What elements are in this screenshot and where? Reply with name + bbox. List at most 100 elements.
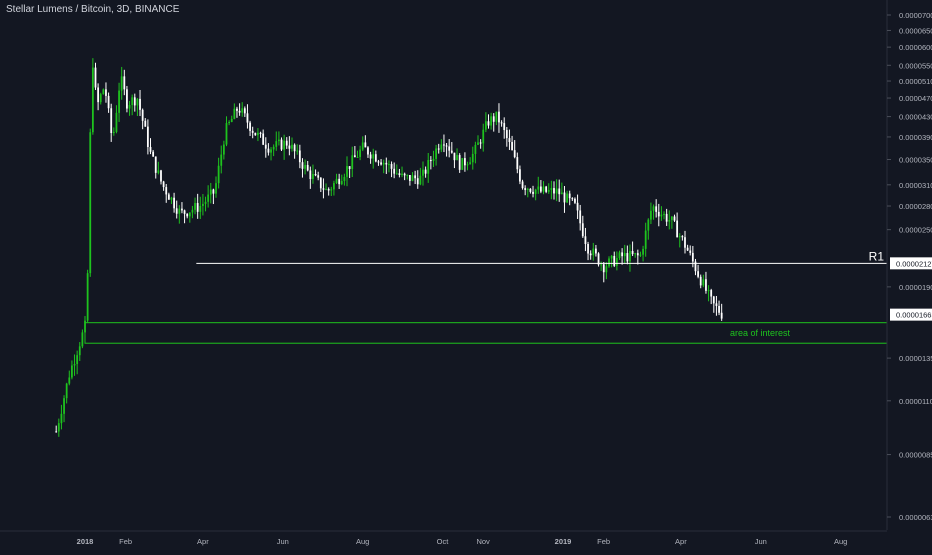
- candle-body: [340, 181, 343, 185]
- candle-body: [513, 150, 516, 158]
- candle-body: [448, 146, 451, 151]
- candle-body: [367, 147, 369, 155]
- candle-body: [212, 189, 215, 194]
- candle-body: [283, 140, 286, 150]
- candle-body: [440, 144, 443, 150]
- candle-body: [144, 120, 147, 127]
- candle-body: [539, 186, 542, 192]
- candle-body: [464, 158, 466, 166]
- price-tick-label: 0.00005500: [899, 61, 932, 70]
- candle-body: [600, 264, 603, 266]
- candle-body: [102, 89, 105, 95]
- candle-body: [427, 160, 430, 174]
- candle-body: [351, 155, 354, 170]
- candle-body: [222, 144, 225, 155]
- candle-body: [120, 76, 123, 91]
- candle-body: [372, 154, 375, 159]
- candle-body: [149, 147, 152, 152]
- candle-body: [57, 423, 60, 432]
- time-tick-label: Aug: [834, 537, 847, 546]
- candle-body: [233, 108, 236, 119]
- candle-body: [456, 155, 458, 161]
- candle-body: [589, 253, 592, 256]
- chart-title: Stellar Lumens / Bitcoin, 3D, BINANCE: [6, 4, 180, 15]
- candle-body: [264, 144, 267, 149]
- candle-body: [306, 164, 309, 171]
- candle-body: [694, 261, 697, 272]
- candle-body: [204, 201, 207, 204]
- candle-body: [199, 205, 202, 212]
- candle-body: [136, 98, 139, 106]
- candle-body: [555, 188, 558, 194]
- candle-body: [91, 67, 94, 133]
- candle-body: [676, 220, 679, 238]
- price-tick-label: 0.00007000: [899, 11, 932, 20]
- candle-body: [414, 175, 417, 179]
- candle-body: [558, 188, 561, 195]
- candle-body: [330, 189, 333, 191]
- candle-body: [537, 186, 540, 190]
- candle-body: [406, 174, 409, 176]
- candle-body: [718, 305, 720, 313]
- price-tick-label: 0.00002800: [899, 202, 932, 211]
- candle-body: [152, 151, 155, 157]
- candle-body: [86, 273, 89, 321]
- candle-body: [526, 188, 529, 191]
- candle-body: [133, 97, 136, 106]
- candle-body: [230, 118, 233, 122]
- candle-body: [490, 116, 493, 126]
- candle-body: [647, 219, 650, 231]
- candle-body: [243, 108, 246, 114]
- candle-body: [97, 87, 100, 103]
- candle-body: [319, 177, 322, 189]
- candle-body: [563, 192, 566, 203]
- price-tick-label: 0.00003500: [899, 156, 932, 165]
- candle-body: [377, 161, 380, 163]
- candle-body: [301, 162, 304, 169]
- candle-body: [608, 258, 610, 267]
- candle-body: [209, 189, 212, 195]
- candle-body: [479, 142, 482, 144]
- time-tick-label: 2019: [555, 537, 572, 546]
- candle-body: [346, 166, 348, 177]
- candle-body: [183, 210, 186, 214]
- candle-body: [359, 149, 362, 158]
- candle-body: [364, 142, 367, 148]
- candle-body: [288, 145, 291, 149]
- candle-body: [650, 210, 652, 220]
- candle-body: [356, 157, 359, 159]
- candle-body: [560, 192, 563, 195]
- candle-body: [401, 173, 403, 176]
- candle-body: [388, 164, 390, 166]
- candle-body: [270, 149, 272, 153]
- candle-body: [257, 132, 259, 136]
- candle-body: [521, 181, 524, 189]
- candle-body: [314, 174, 317, 176]
- candle-body: [571, 198, 574, 200]
- candle-body: [516, 157, 519, 170]
- candle-body: [644, 230, 647, 249]
- time-axis[interactable]: 2018 Feb Apr Jun Aug Oct Nov 2019 Feb Apr Jun Aug: [77, 537, 848, 546]
- candle-body: [123, 76, 126, 90]
- candle-body: [251, 130, 254, 133]
- time-tick-label: 2018: [77, 537, 94, 546]
- candle-body: [68, 377, 71, 384]
- candle-body: [262, 133, 265, 145]
- candle-body: [566, 193, 568, 203]
- candle-body: [89, 132, 92, 274]
- candle-body: [325, 188, 327, 190]
- candle-body: [587, 243, 589, 254]
- candle-body: [487, 121, 490, 126]
- candle-body: [71, 365, 73, 378]
- candle-body: [369, 154, 372, 159]
- candle-body: [408, 174, 411, 181]
- candle-body: [267, 148, 270, 153]
- candle-body: [602, 264, 605, 273]
- time-tick-label: Feb: [597, 537, 610, 546]
- candle-body: [534, 189, 537, 194]
- price-axis[interactable]: 0.00007000 0.00006500 0.00006000 0.00005500…: [887, 11, 932, 522]
- candle-body: [445, 145, 448, 147]
